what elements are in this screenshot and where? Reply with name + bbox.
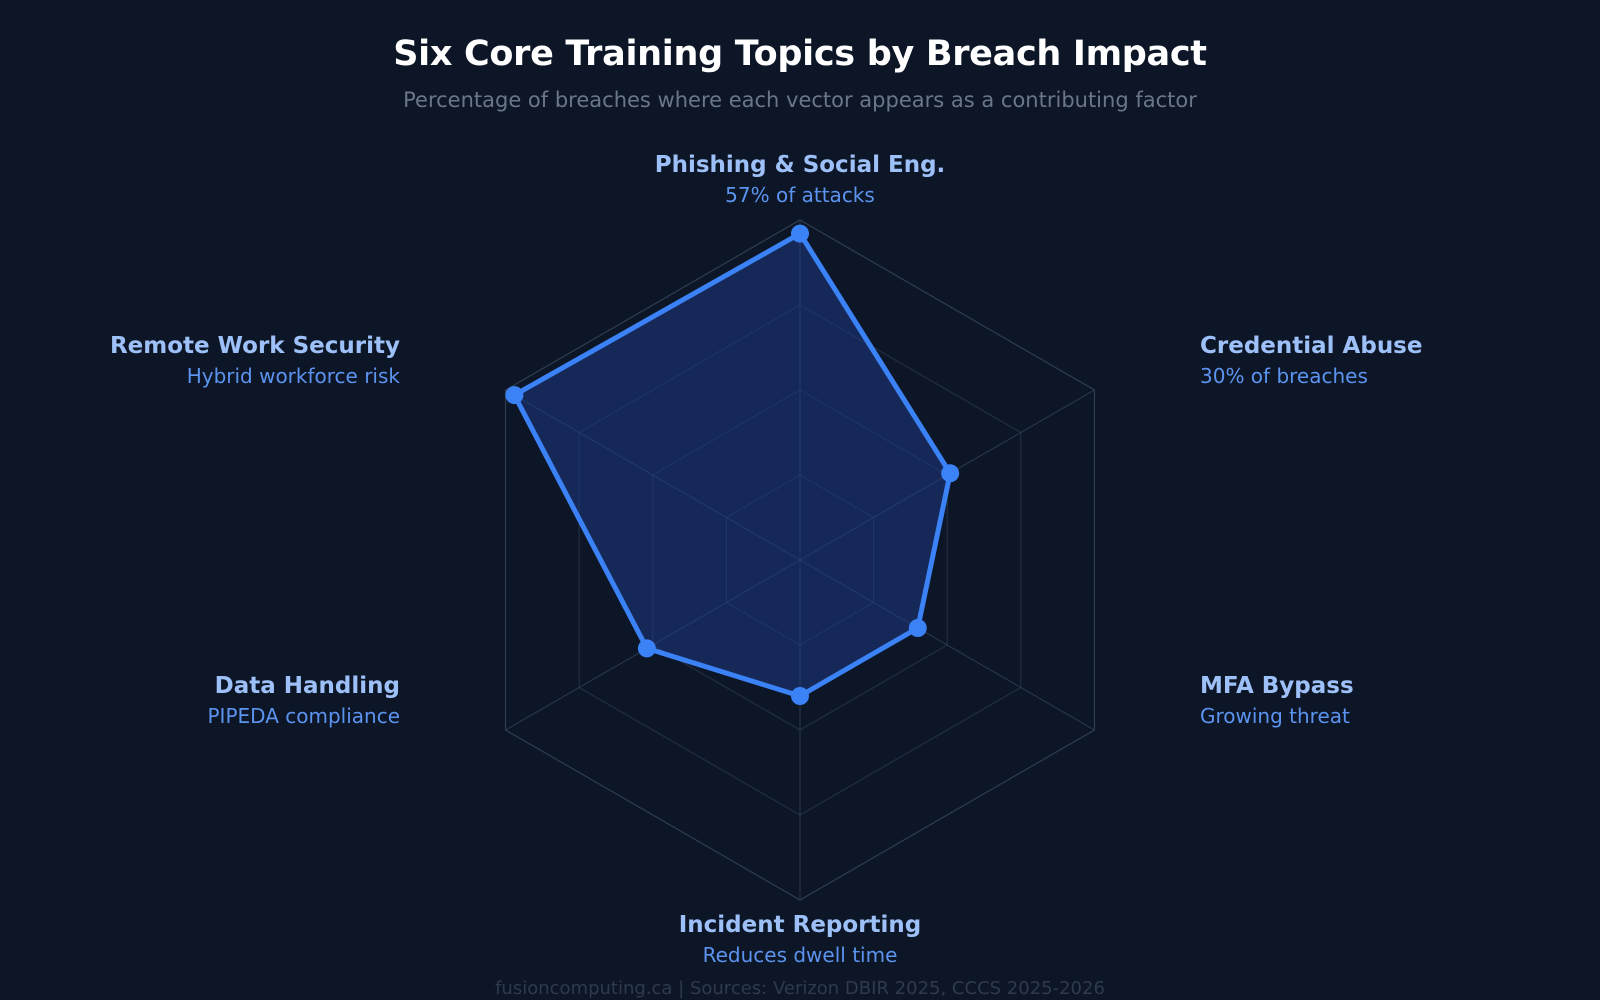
axis-note: 30% of breaches bbox=[1200, 364, 1368, 388]
axis-name: Remote Work Security bbox=[109, 333, 400, 359]
axis-label-remote-work: Remote Work Security Hybrid workforce ri… bbox=[0, 331, 400, 391]
axis-name: Credential Abuse bbox=[1200, 333, 1423, 359]
axis-name: Phishing & Social Eng. bbox=[654, 152, 946, 178]
chart-title: Six Core Training Topics by Breach Impac… bbox=[393, 34, 1207, 74]
data-point-5 bbox=[505, 386, 524, 405]
data-point-1 bbox=[941, 464, 960, 483]
chart-subtitle: Percentage of breaches where each vector… bbox=[403, 88, 1197, 112]
axis-label-phishing: Phishing & Social Eng. 57% of attacks bbox=[600, 150, 1000, 210]
source-footer: fusioncomputing.ca | Sources: Verizon DB… bbox=[495, 978, 1105, 999]
axis-note: 57% of attacks bbox=[725, 183, 875, 207]
axis-note: Hybrid workforce risk bbox=[186, 364, 400, 388]
axis-name: Data Handling bbox=[214, 673, 400, 699]
data-point-3 bbox=[791, 687, 809, 705]
data-point-2 bbox=[908, 619, 927, 637]
axis-note: Growing threat bbox=[1200, 704, 1350, 728]
axis-label-incident-reporting: Incident Reporting Reduces dwell time bbox=[600, 910, 1000, 970]
axis-label-data-handling: Data Handling PIPEDA compliance bbox=[0, 671, 401, 731]
axis-name: MFA Bypass bbox=[1200, 673, 1354, 699]
axis-note: PIPEDA compliance bbox=[207, 704, 401, 728]
axis-label-credential-abuse: Credential Abuse 30% of breaches bbox=[1200, 331, 1600, 391]
data-point-4 bbox=[637, 639, 656, 658]
data-point-0 bbox=[791, 224, 809, 243]
axis-label-mfa-bypass: MFA Bypass Growing threat bbox=[1200, 671, 1600, 731]
axis-note: Reduces dwell time bbox=[702, 943, 898, 967]
axis-name: Incident Reporting bbox=[678, 912, 922, 938]
